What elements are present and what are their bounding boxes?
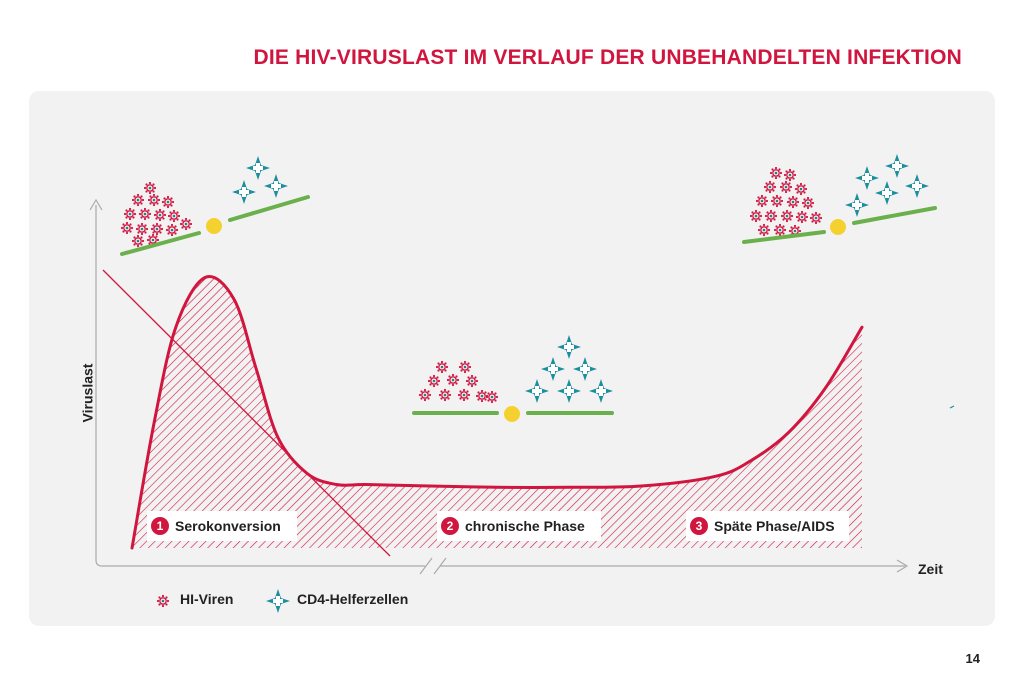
phase-label-text: Späte Phase/AIDS — [714, 518, 835, 534]
x-axis — [102, 559, 909, 573]
phase-number-badge: 1 — [151, 517, 169, 535]
legend-item-cd4: CD4-Helferzellen — [297, 591, 408, 607]
legend-label: HI-Viren — [180, 591, 234, 607]
page-number: 14 — [965, 651, 980, 666]
cd4-cluster-icon — [232, 156, 288, 204]
phase-number-badge: 3 — [690, 517, 708, 535]
y-axis-label: Viruslast — [79, 363, 96, 423]
cd4-cluster-icon — [845, 154, 929, 217]
legend-cd4-icon — [266, 589, 290, 613]
reference-diagonal-line — [102, 269, 391, 557]
scale-illustration-late — [742, 154, 937, 244]
phase-number-badge: 2 — [441, 517, 459, 535]
y-axis — [89, 198, 103, 567]
cd4-cluster-icon — [525, 335, 613, 403]
legend-label: CD4-Helferzellen — [297, 591, 409, 607]
scale-illustration-chronic — [412, 335, 614, 422]
phase-label-text: chronische Phase — [465, 518, 585, 534]
phase-label-1: 1 Serokonversion — [147, 511, 297, 541]
phase-label-2: 2 chronische Phase — [437, 511, 601, 541]
axis-break-icon — [419, 557, 447, 575]
legend-virus-icon — [156, 594, 170, 608]
phase-label-text: Serokonversion — [175, 518, 281, 534]
legend-item-virus: HI-Viren — [180, 591, 233, 607]
virus-cluster-icon — [749, 166, 823, 238]
x-axis-label: Zeit — [918, 561, 943, 577]
virus-cluster-icon — [418, 360, 499, 404]
page-title: DIE HIV-VIRUSLAST IM VERLAUF DER UNBEHAN… — [253, 46, 962, 69]
viral-load-line — [130, 275, 864, 550]
phase-label-3: 3 Späte Phase/AIDS — [686, 511, 849, 541]
scale-illustration-early — [120, 156, 310, 256]
